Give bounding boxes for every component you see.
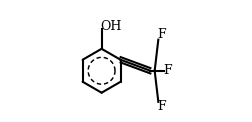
Text: F: F: [157, 100, 166, 113]
Text: F: F: [164, 64, 172, 77]
Text: F: F: [157, 28, 166, 41]
Text: OH: OH: [100, 20, 121, 33]
